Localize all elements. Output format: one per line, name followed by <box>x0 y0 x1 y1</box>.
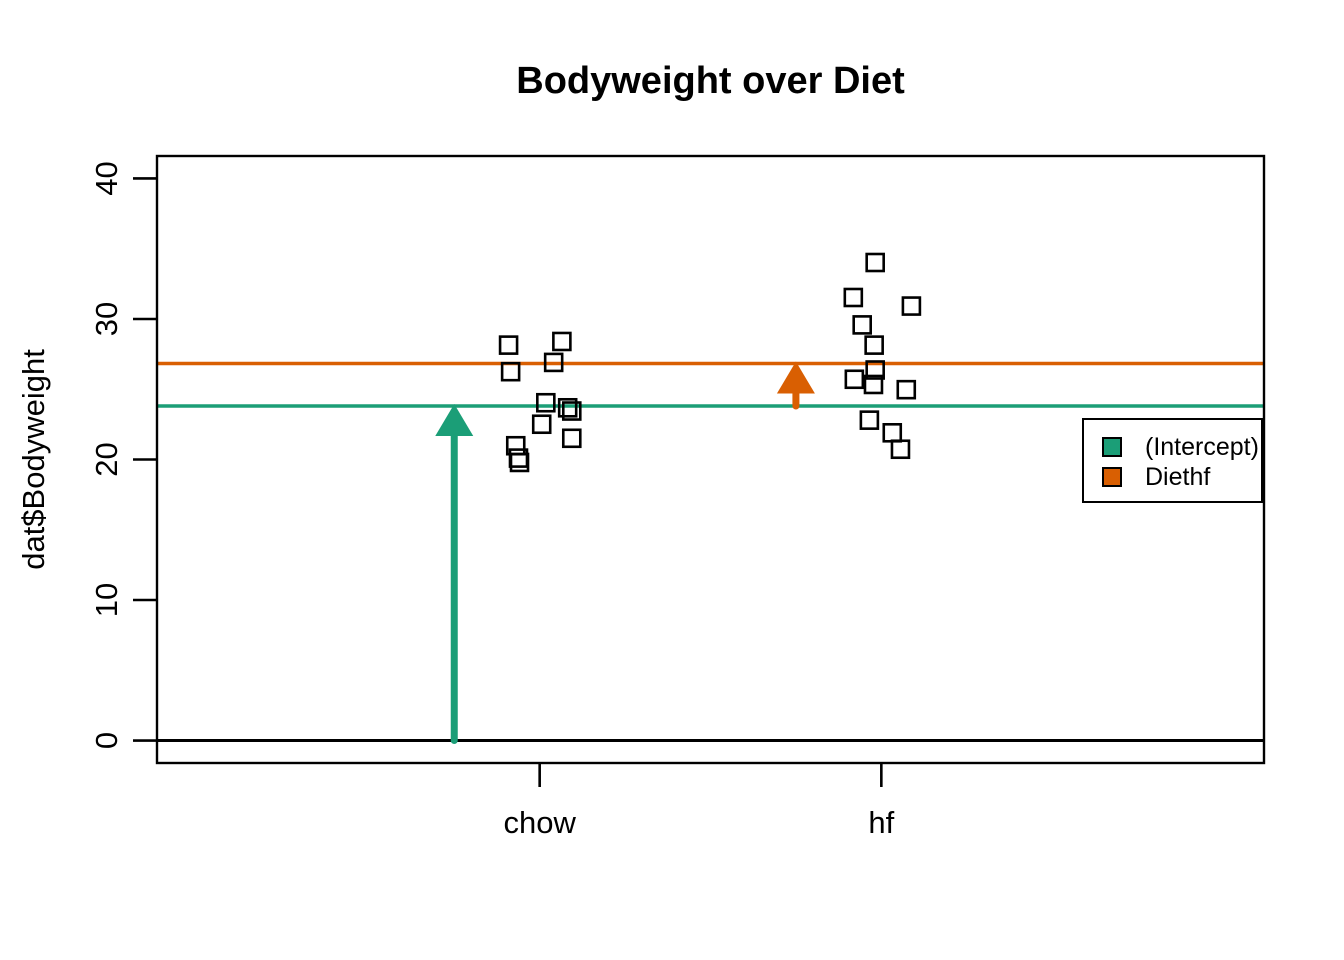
legend-swatch-diethf <box>1102 467 1122 487</box>
y-tick-label-20: 20 <box>89 442 124 476</box>
data-point <box>498 335 519 355</box>
data-point <box>890 439 911 460</box>
data-point <box>865 360 885 380</box>
data-point <box>536 392 556 413</box>
legend: (Intercept)Diethf <box>1082 418 1263 503</box>
data-point <box>865 252 885 273</box>
legend-box <box>1082 418 1263 503</box>
series-chow <box>498 331 582 473</box>
diethf-arrow <box>776 361 815 410</box>
data-point <box>557 397 578 418</box>
x-tick-label-hf: hf <box>868 805 894 840</box>
data-point <box>509 452 530 473</box>
legend-label-intercept: (Intercept) <box>1145 433 1259 461</box>
y-tick-label-10: 10 <box>89 583 124 617</box>
data-point <box>882 423 903 443</box>
data-point <box>896 379 917 400</box>
y-tick-label-40: 40 <box>89 161 124 195</box>
data-point <box>531 414 552 435</box>
y-axis-label: dat$Bodyweight <box>16 349 51 570</box>
x-tick-label-chow: chow <box>503 805 576 840</box>
y-tick-label-0: 0 <box>89 732 124 749</box>
data-point <box>552 331 572 352</box>
series-hf <box>843 252 922 460</box>
legend-swatch-intercept <box>1102 437 1122 457</box>
data-point <box>863 374 884 395</box>
legend-label-diethf: Diethf <box>1145 463 1210 491</box>
y-tick-label-30: 30 <box>89 302 124 336</box>
data-point <box>561 401 582 421</box>
data-point <box>543 352 564 373</box>
data-point <box>852 315 873 335</box>
chart-title: Bodyweight over Diet <box>516 60 905 102</box>
data-point <box>844 369 865 390</box>
data-point <box>561 428 582 449</box>
data-point <box>864 335 884 355</box>
data-point <box>500 361 521 382</box>
intercept-arrow-head <box>435 403 474 436</box>
data-point <box>843 287 864 308</box>
diethf-arrow-head <box>776 361 815 394</box>
data-point <box>901 296 922 316</box>
intercept-arrow <box>435 403 474 745</box>
data-point <box>859 410 880 430</box>
